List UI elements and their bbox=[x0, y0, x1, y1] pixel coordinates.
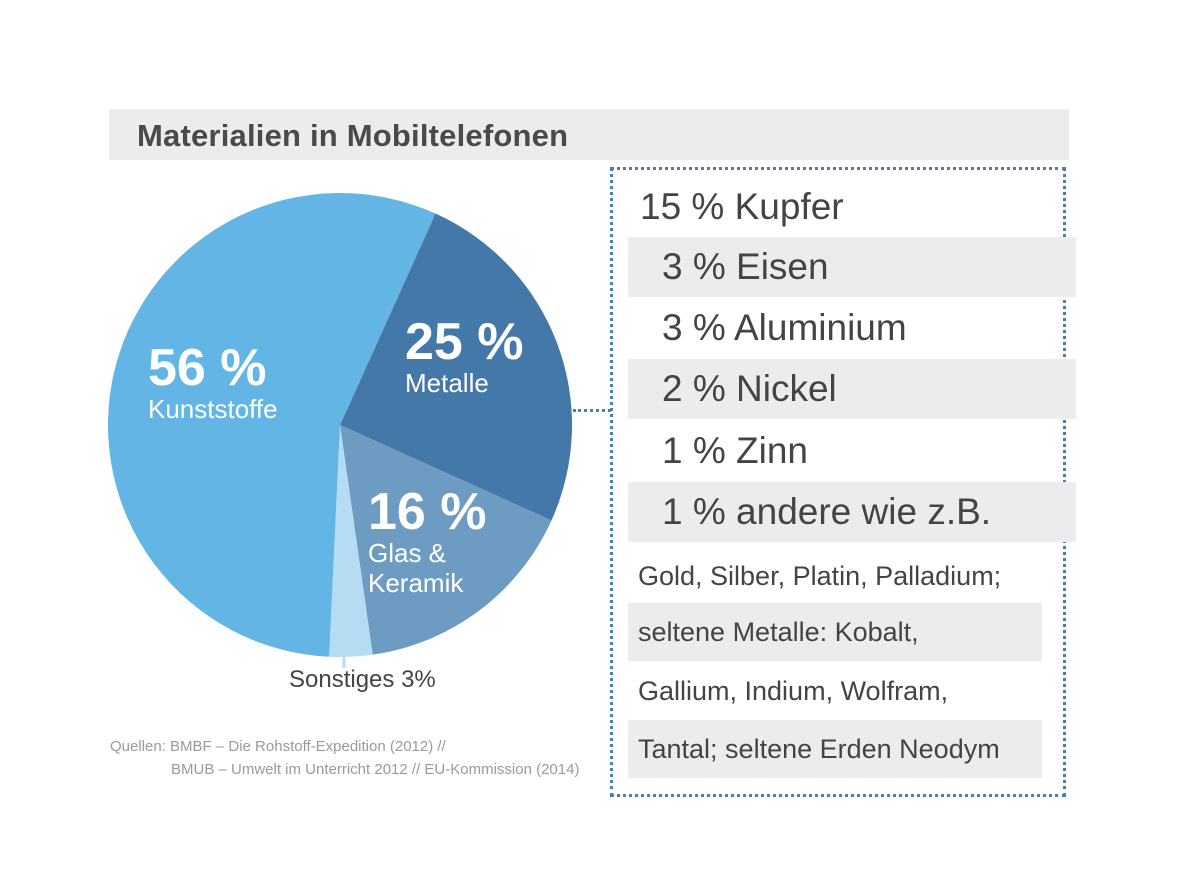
sonstiges-label: Sonstiges 3% bbox=[289, 666, 436, 693]
glas-name-line1: Glas & bbox=[368, 538, 447, 568]
glas-label: 16 % Glas & Keramik bbox=[368, 486, 487, 598]
breakdown-row: 3 % Eisen bbox=[628, 237, 1076, 297]
pie-slice-kunststoffe bbox=[107, 192, 436, 657]
breakdown-row: 1 % andere wie z.B. bbox=[628, 482, 1076, 542]
breakdown-row: 3 % Aluminium bbox=[662, 307, 907, 348]
pie-slice-metalle bbox=[340, 213, 572, 521]
glas-name-line2: Keramik bbox=[368, 568, 464, 598]
other-metals-line: Tantal; seltene Erden Neodym bbox=[628, 720, 1042, 778]
sources-line-1: Quellen: BMBF – Die Rohstoff-Expedition … bbox=[110, 738, 446, 755]
pie-slice-sonstiges bbox=[329, 425, 373, 657]
pie-slice-glas-keramik bbox=[340, 425, 552, 655]
metalle-percent: 25 % bbox=[405, 313, 524, 371]
connector-dotted-line bbox=[573, 409, 611, 412]
other-metals-line: Gold, Silber, Platin, Palladium; bbox=[638, 561, 1002, 591]
glas-percent: 16 % bbox=[368, 483, 487, 541]
metalle-label: 25 % Metalle bbox=[405, 316, 524, 398]
other-metals-line: seltene Metalle: Kobalt, bbox=[628, 603, 1042, 661]
metalle-name: Metalle bbox=[405, 368, 489, 398]
breakdown-row: 15 % Kupfer bbox=[640, 186, 844, 227]
kunststoffe-label: 56 % Kunststoffe bbox=[148, 342, 278, 424]
other-metals-line: Gallium, Indium, Wolfram, bbox=[638, 676, 949, 706]
kunststoffe-name: Kunststoffe bbox=[148, 394, 278, 424]
breakdown-row: 1 % Zinn bbox=[662, 430, 809, 471]
title-bar: Materialien in Mobiltelefonen bbox=[109, 109, 1069, 160]
chart-title: Materialien in Mobiltelefonen bbox=[137, 118, 569, 153]
kunststoffe-percent: 56 % bbox=[148, 339, 267, 397]
sources-line-2: BMUB – Umwelt im Unterricht 2012 // EU-K… bbox=[171, 761, 580, 778]
breakdown-row: 2 % Nickel bbox=[628, 359, 1076, 419]
